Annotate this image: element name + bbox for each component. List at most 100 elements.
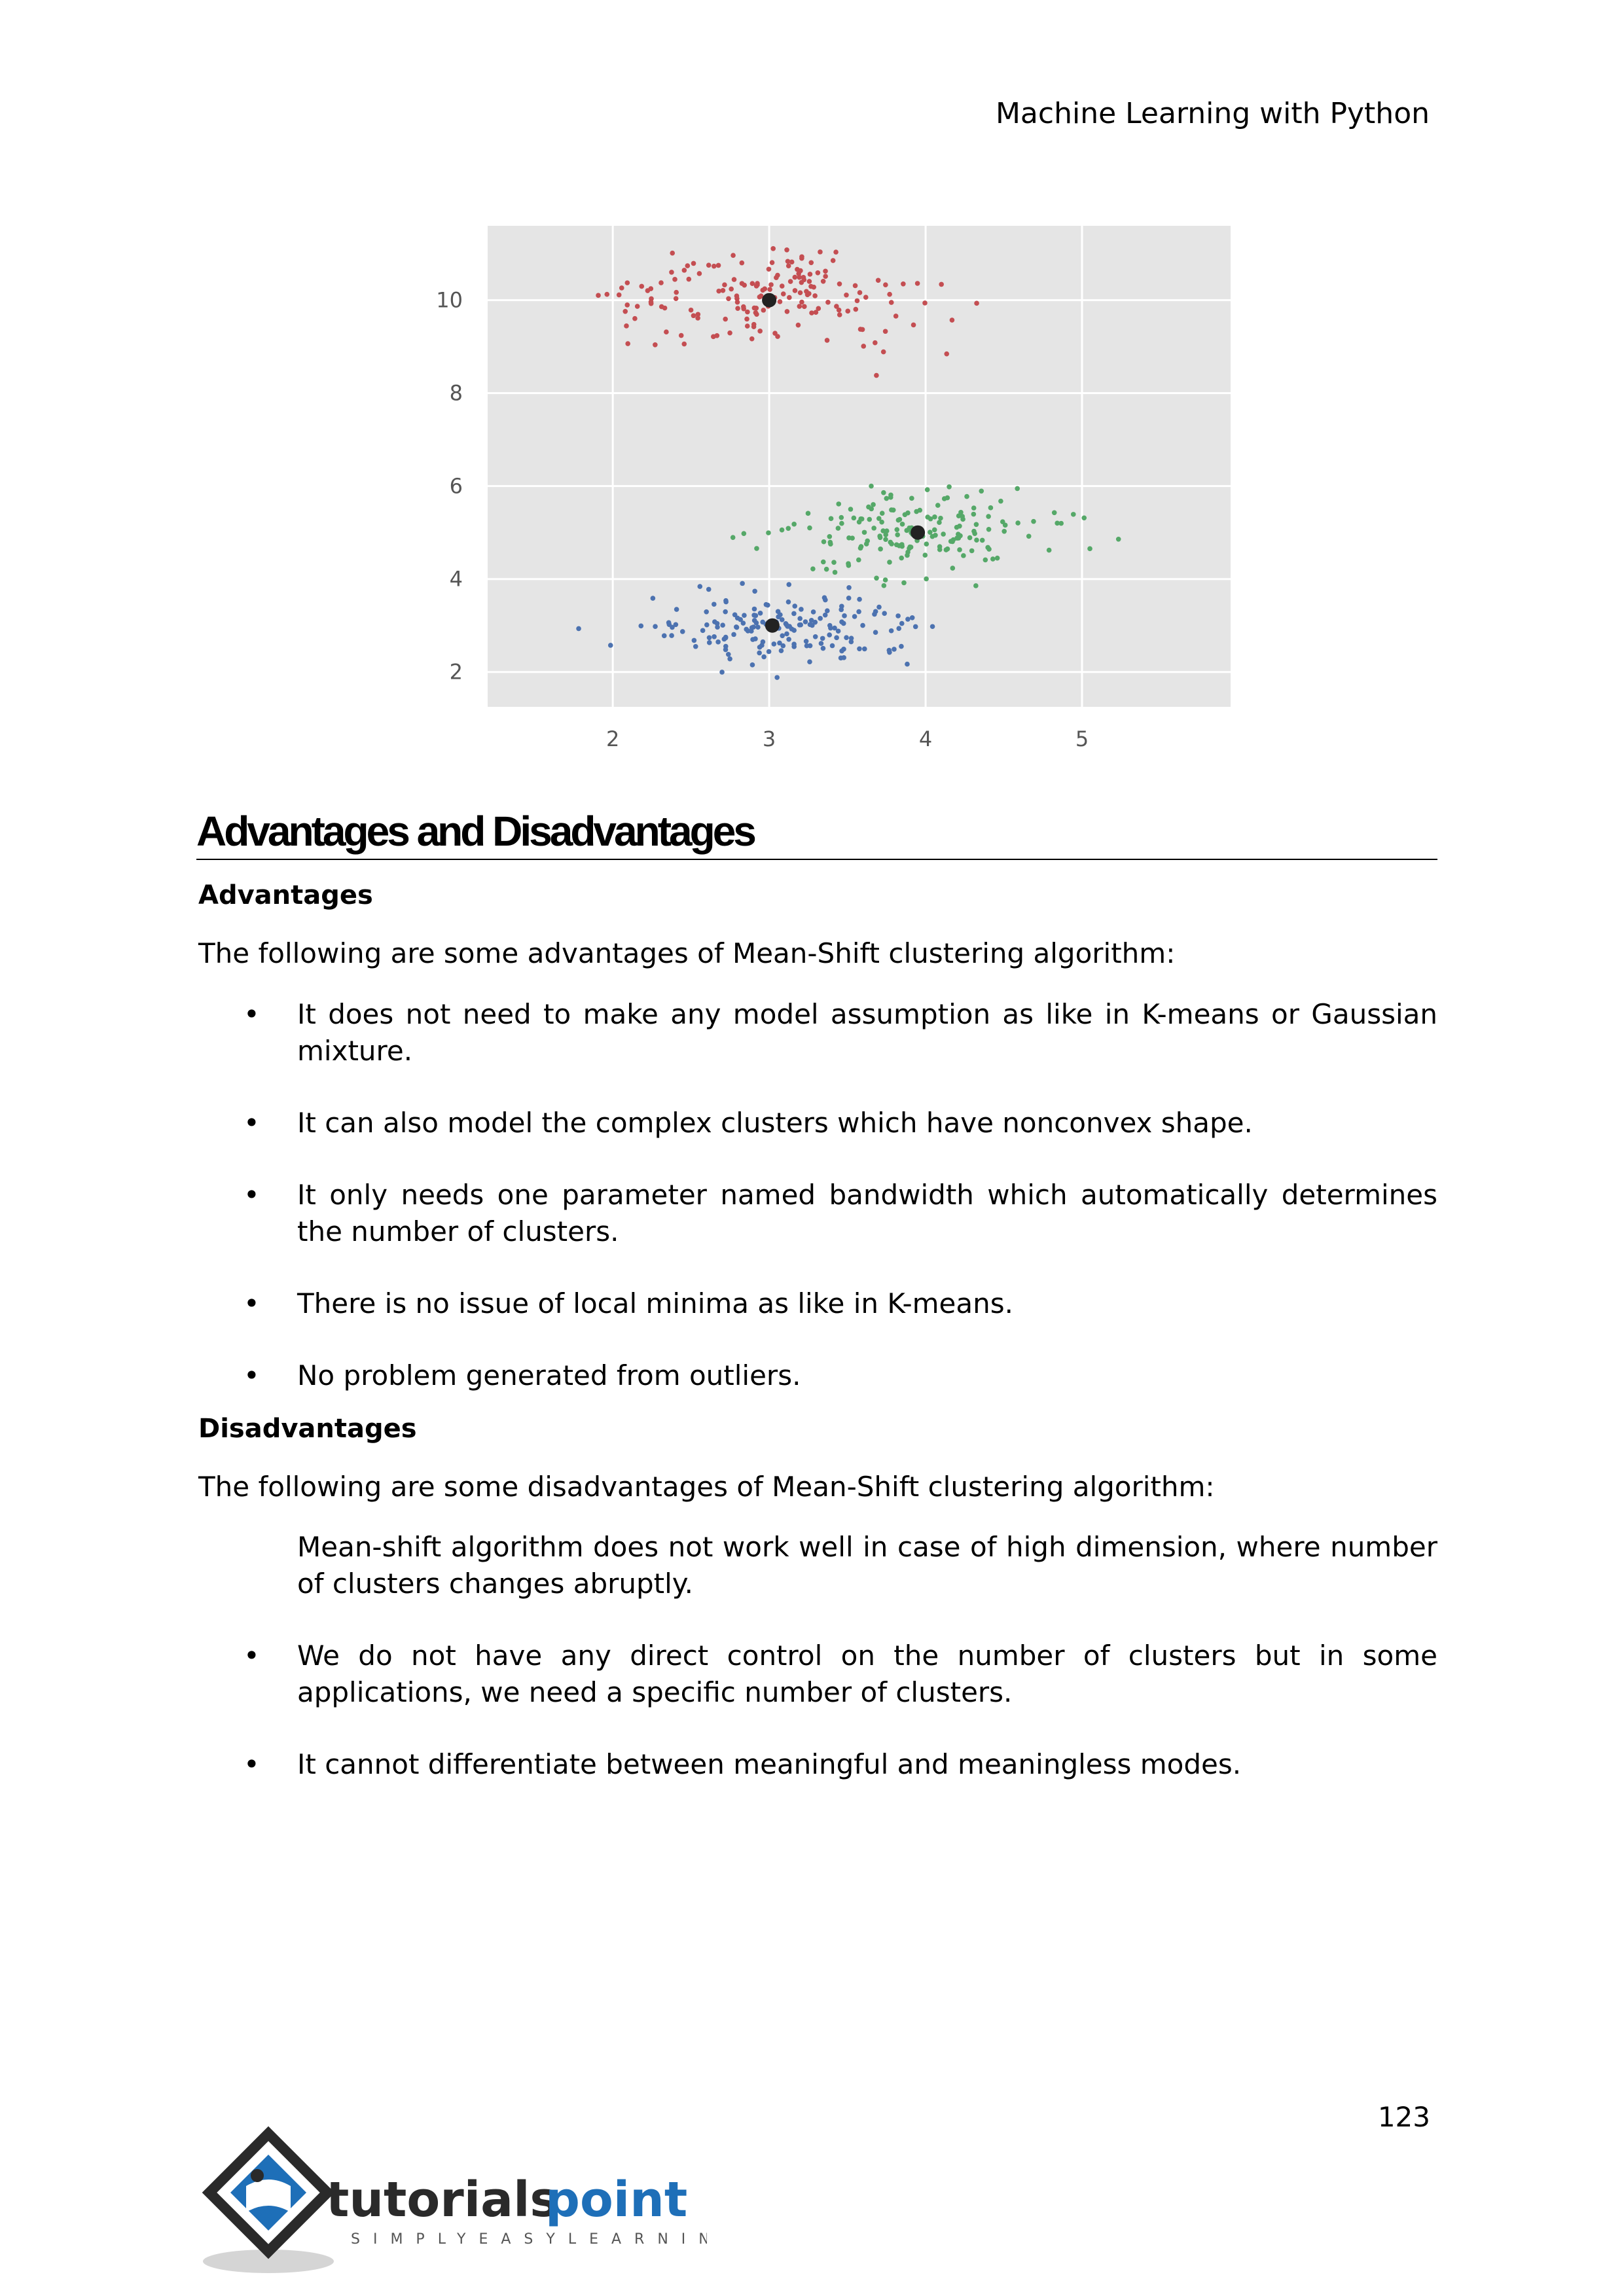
- scatter-point: [876, 516, 882, 521]
- scatter-point: [805, 511, 811, 516]
- scatter-point: [869, 483, 874, 489]
- scatter-point: [767, 287, 772, 293]
- scatter-point: [792, 603, 798, 609]
- scatter-point: [950, 539, 955, 545]
- scatter-point: [673, 296, 679, 301]
- scatter-point: [787, 295, 792, 300]
- scatter-point: [697, 584, 703, 589]
- scatter-point: [812, 634, 818, 639]
- scatter-point: [714, 620, 720, 626]
- scatter-point: [751, 606, 757, 612]
- scatter-point: [827, 632, 832, 637]
- scatter-point: [1081, 515, 1087, 521]
- scatter-point: [896, 626, 902, 631]
- scatter-point: [839, 603, 844, 609]
- scatter-point: [744, 323, 750, 329]
- scatter-point: [706, 640, 712, 645]
- scatter-point: [673, 622, 679, 628]
- scatter-point: [757, 294, 763, 300]
- scatter-point: [729, 286, 734, 292]
- scatter-point: [832, 625, 837, 631]
- scatter-point: [720, 622, 725, 628]
- scatter-point: [809, 310, 814, 315]
- scatter-point: [730, 535, 736, 540]
- disadvantages-intro: The following are some disadvantages of …: [198, 1471, 1215, 1503]
- scatter-point: [840, 620, 846, 626]
- scatter-point: [905, 617, 911, 622]
- scatter-point: [856, 609, 861, 615]
- scatter-point: [905, 661, 910, 667]
- scatter-point: [912, 624, 918, 630]
- scatter-point: [726, 296, 731, 302]
- scatter-point: [957, 547, 962, 552]
- scatter-point: [846, 596, 852, 601]
- scatter-point: [706, 635, 712, 641]
- scatter-point: [863, 295, 869, 300]
- scatter-point: [789, 259, 795, 265]
- scatter-point: [899, 643, 904, 649]
- scatter-point: [994, 555, 1000, 561]
- scatter-point: [801, 277, 807, 283]
- scatter-point: [799, 607, 804, 612]
- scatter-point: [760, 287, 766, 293]
- scatter-point: [866, 504, 871, 510]
- scatter-point: [803, 619, 808, 624]
- scatter-point: [874, 575, 879, 581]
- scatter-point: [706, 262, 712, 268]
- scatter-point: [859, 327, 865, 332]
- scatter-point: [961, 553, 966, 558]
- scatter-point: [727, 656, 732, 662]
- scatter-point: [818, 641, 824, 646]
- y-tick-label: 2: [450, 660, 463, 685]
- scatter-point: [842, 613, 847, 619]
- scatter-point: [848, 636, 854, 641]
- list-item: • It only needs one parameter named bandw…: [244, 1177, 1437, 1250]
- scatter-point: [770, 245, 776, 251]
- scatter-point: [823, 566, 829, 572]
- scatter-point: [944, 351, 950, 357]
- scatter-point: [882, 577, 888, 583]
- scatter-point: [836, 307, 842, 313]
- scatter-point: [766, 649, 772, 655]
- scatter-point: [749, 662, 755, 668]
- scatter-point: [823, 274, 828, 279]
- scatter-point: [845, 308, 851, 314]
- scatter-point: [761, 308, 767, 313]
- scatter-point: [686, 276, 692, 282]
- scatter-point: [696, 271, 702, 276]
- list-item: • It cannot differentiate between meaning…: [244, 1746, 1437, 1783]
- section-title: Advantages and Disadvantages: [196, 805, 1437, 860]
- scatter-point: [873, 609, 878, 615]
- scatter-point: [780, 643, 786, 649]
- scatter-point: [753, 310, 759, 315]
- scatter-point: [972, 531, 977, 536]
- scatter-point: [688, 307, 694, 313]
- scatter-point: [837, 312, 842, 317]
- scatter-point: [624, 323, 629, 329]
- scatter-point: [839, 648, 844, 654]
- advantages-heading: Advantages: [198, 880, 373, 910]
- scatter-point: [753, 306, 759, 311]
- scatter-point: [791, 644, 797, 649]
- centroid-point: [765, 618, 780, 633]
- scatter-point: [883, 532, 888, 537]
- scatter-point: [974, 537, 979, 543]
- scatter-point: [818, 616, 823, 621]
- x-tick-label: 4: [919, 726, 932, 751]
- scatter-point: [858, 516, 863, 522]
- scatter-point: [956, 531, 961, 537]
- scatter-point: [807, 272, 813, 277]
- scatter-point: [792, 274, 798, 280]
- scatter-point: [753, 283, 759, 289]
- scatter-point: [757, 611, 763, 616]
- scatter-point: [973, 522, 979, 528]
- scatter-point: [780, 291, 786, 296]
- scatter-point: [779, 283, 785, 289]
- plot-area: [488, 226, 1231, 707]
- scatter-point: [704, 609, 709, 615]
- scatter-point: [632, 315, 638, 321]
- bullet-icon: •: [244, 1640, 260, 1672]
- scatter-point: [715, 639, 721, 645]
- scatter-point: [810, 566, 816, 571]
- scatter-point: [734, 615, 740, 621]
